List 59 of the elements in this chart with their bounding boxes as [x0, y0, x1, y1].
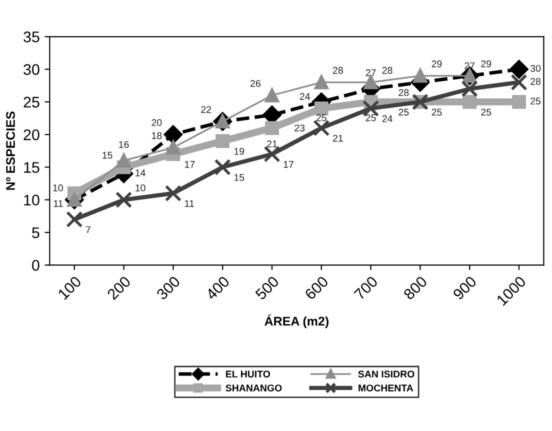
data-label: 26 — [250, 80, 260, 87]
data-label: 28 — [398, 89, 409, 96]
y-tick-label: 10 — [24, 194, 40, 206]
x-tick-label: 800 — [402, 275, 428, 300]
y-tick-label: 20 — [24, 129, 40, 140]
data-label: 21 — [333, 134, 343, 142]
x-tick-label: 300 — [156, 275, 181, 300]
data-label: 25 — [432, 108, 442, 116]
data-label: 15 — [102, 152, 112, 159]
data-label: 29 — [432, 60, 442, 68]
data-label: 29 — [481, 60, 492, 68]
data-label: 10 — [136, 184, 146, 192]
x-tick-label: 400 — [205, 275, 230, 300]
data-label: 14 — [136, 170, 146, 176]
data-label: 25 — [366, 114, 376, 122]
legend-label: MOCHENTA — [358, 384, 414, 392]
data-label: 28 — [530, 78, 541, 85]
data-label: 15 — [234, 174, 244, 181]
y-tick-label: 30 — [24, 64, 40, 75]
data-label: 20 — [152, 119, 162, 126]
y-tick-label: 15 — [24, 162, 40, 173]
legend-label: SHANANGO — [226, 384, 282, 392]
data-label: 17 — [185, 161, 195, 168]
legend-label: SAN ISIDRO — [358, 370, 414, 378]
y-tick-label: 5 — [32, 227, 40, 238]
data-label: 17 — [284, 161, 294, 168]
data-label: 27 — [464, 62, 475, 70]
data-label: 10 — [53, 184, 63, 192]
x-axis-title: ÁREA (m2) — [264, 314, 328, 328]
data-label: 18 — [152, 132, 162, 140]
data-label: 25 — [316, 114, 326, 122]
data-label: 25 — [398, 108, 409, 116]
data-label: 24 — [300, 93, 310, 100]
y-tick-label: 25 — [24, 96, 40, 108]
data-label: 28 — [382, 66, 392, 74]
data-label: 16 — [119, 141, 129, 148]
x-tick-label: 500 — [254, 275, 280, 300]
y-axis-title: Nº ESPECIES — [6, 112, 15, 190]
data-label: 25 — [481, 108, 492, 116]
x-tick-label: 700 — [354, 275, 378, 300]
data-label: 22 — [201, 106, 211, 113]
x-tick-label: 200 — [106, 275, 132, 300]
data-label: 19 — [234, 148, 244, 155]
x-tick-label: 900 — [452, 275, 478, 300]
data-label: 30 — [530, 64, 541, 72]
data-label: 27 — [366, 69, 376, 76]
data-label: 21 — [267, 140, 277, 148]
data-label: 11 — [54, 200, 63, 207]
data-label: 24 — [382, 115, 392, 122]
legend-label: EL HUITO — [226, 370, 270, 378]
x-tick-label: 600 — [304, 275, 329, 300]
y-tick-label: 0 — [32, 260, 40, 271]
x-tick-label: 100 — [57, 275, 82, 300]
data-label: 23 — [294, 124, 305, 132]
data-label: 11 — [185, 200, 194, 207]
data-label: 25 — [530, 98, 541, 105]
data-label: 7 — [86, 226, 90, 234]
y-tick-label: 35 — [24, 32, 40, 42]
data-label: 28 — [333, 66, 343, 74]
